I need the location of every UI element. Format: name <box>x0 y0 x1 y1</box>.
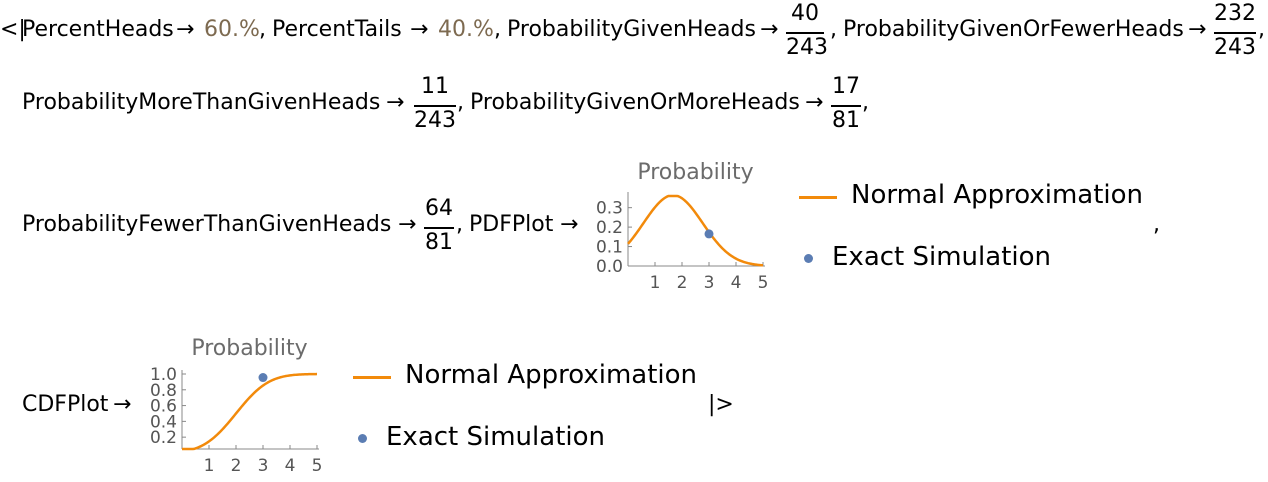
key-prob-given-or-fewer: ProbabilityGivenOrFewerHeads <box>843 17 1184 42</box>
normal-approximation-curve <box>182 372 318 451</box>
y-tick-label: 0.0 <box>596 257 623 277</box>
fraction-numerator: 232 <box>1214 1 1256 26</box>
cdf-plot: Probability 1 2 3 4 5 0.20.40.60.81.0 <box>150 336 323 476</box>
key-prob-more-than: ProbabilityMoreThanGivenHeads <box>22 90 381 115</box>
pdf-plot: Probability 1 2 3 4 5 0.00.10.20.3 <box>596 160 769 293</box>
value-percent-tails: 40.% <box>438 17 494 42</box>
rule-arrow: → <box>398 212 417 237</box>
exact-simulation-point <box>258 373 268 383</box>
legend-dot-swatch <box>804 254 813 263</box>
x-tick-label: 4 <box>731 273 742 293</box>
legend-exact-simulation: Exact Simulation <box>832 242 1051 272</box>
exact-simulation-point <box>704 229 714 239</box>
fraction-numerator: 11 <box>421 74 449 99</box>
key-prob-given-or-more: ProbabilityGivenOrMoreHeads <box>470 90 800 115</box>
x-tick-label: 5 <box>758 273 769 293</box>
y-tick-label: 0.4 <box>150 412 177 432</box>
fraction-numerator: 17 <box>832 74 860 99</box>
legend-normal-approximation: Normal Approximation <box>851 180 1144 210</box>
rule-arrow: → <box>805 90 824 115</box>
legend-line-swatch <box>353 376 391 379</box>
comma: , <box>259 17 266 42</box>
fraction-numerator: 64 <box>425 196 453 221</box>
y-tick-label: 0.2 <box>150 428 177 448</box>
rule-arrow: → <box>113 392 132 417</box>
chart-title: Probability <box>637 160 753 185</box>
x-tick-label: 1 <box>650 273 661 293</box>
rule-arrow: → <box>760 17 779 42</box>
fraction-bar <box>831 105 861 107</box>
legend-line-swatch <box>799 196 837 199</box>
comma: , <box>494 17 501 42</box>
legend-normal-approximation: Normal Approximation <box>405 360 698 390</box>
fraction-denominator: 243 <box>414 108 456 133</box>
legend-dot-swatch <box>358 434 367 443</box>
pdf-legend: Normal Approximation Exact Simulation <box>797 180 1157 280</box>
y-tick-label: 0.1 <box>596 238 623 258</box>
fraction-denominator: 81 <box>425 230 453 255</box>
fraction-denominator: 243 <box>786 35 828 60</box>
fraction-bar <box>424 227 454 229</box>
x-tick-label: 4 <box>285 456 296 476</box>
comma: , <box>1258 17 1265 42</box>
rule-arrow: → <box>176 17 195 42</box>
y-tick-label: 0.3 <box>596 199 623 219</box>
y-tick-label: 0.8 <box>150 381 177 401</box>
normal-approximation-curve <box>627 194 764 267</box>
association-close: |> <box>708 392 734 417</box>
rule-arrow: → <box>1188 17 1207 42</box>
comma: , <box>1153 212 1160 237</box>
fraction-denominator: 243 <box>1214 35 1256 60</box>
y-tick-label: 0.6 <box>150 397 177 417</box>
rule-arrow: → <box>560 212 579 237</box>
y-tick-label: 0.2 <box>596 218 623 238</box>
fraction-bar <box>1214 32 1256 34</box>
comma: , <box>862 90 869 115</box>
association-open: <| <box>0 17 26 42</box>
x-tick-label: 1 <box>204 456 215 476</box>
key-percent-heads: PercentHeads <box>22 17 174 42</box>
x-tick-label: 3 <box>704 273 715 293</box>
key-prob-given-heads: ProbabilityGivenHeads <box>507 17 756 42</box>
cdf-legend: Normal Approximation Exact Simulation <box>351 360 711 460</box>
x-tick-label: 2 <box>231 456 242 476</box>
rule-arrow: → <box>386 90 405 115</box>
fraction-bar <box>414 105 456 107</box>
x-tick-label: 2 <box>677 273 688 293</box>
key-cdf-plot: CDFPlot <box>22 392 109 417</box>
key-pdf-plot: PDFPlot <box>469 212 554 237</box>
legend-exact-simulation: Exact Simulation <box>386 422 605 452</box>
chart-title: Probability <box>191 336 307 361</box>
comma: , <box>457 90 464 115</box>
fraction-denominator: 81 <box>832 108 860 133</box>
fraction-numerator: 40 <box>791 1 819 26</box>
key-percent-tails: PercentTails <box>272 17 402 42</box>
comma: , <box>830 17 837 42</box>
comma: , <box>456 212 463 237</box>
rule-arrow: → <box>410 17 429 42</box>
x-tick-label: 3 <box>258 456 269 476</box>
y-tick-label: 1.0 <box>150 365 177 385</box>
key-prob-fewer-than: ProbabilityFewerThanGivenHeads <box>22 212 392 237</box>
x-tick-label: 5 <box>312 456 323 476</box>
value-percent-heads: 60.% <box>204 17 260 42</box>
fraction-bar <box>786 32 824 34</box>
